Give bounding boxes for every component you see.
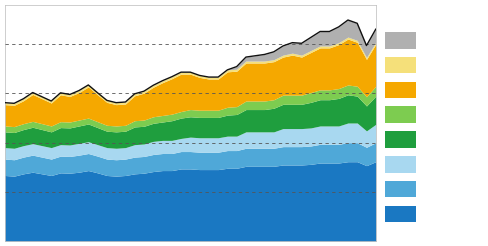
FancyBboxPatch shape <box>385 57 416 73</box>
FancyBboxPatch shape <box>385 181 416 197</box>
FancyBboxPatch shape <box>385 156 416 173</box>
FancyBboxPatch shape <box>385 107 416 123</box>
FancyBboxPatch shape <box>385 131 416 148</box>
FancyBboxPatch shape <box>385 82 416 98</box>
FancyBboxPatch shape <box>385 206 416 222</box>
FancyBboxPatch shape <box>385 32 416 49</box>
